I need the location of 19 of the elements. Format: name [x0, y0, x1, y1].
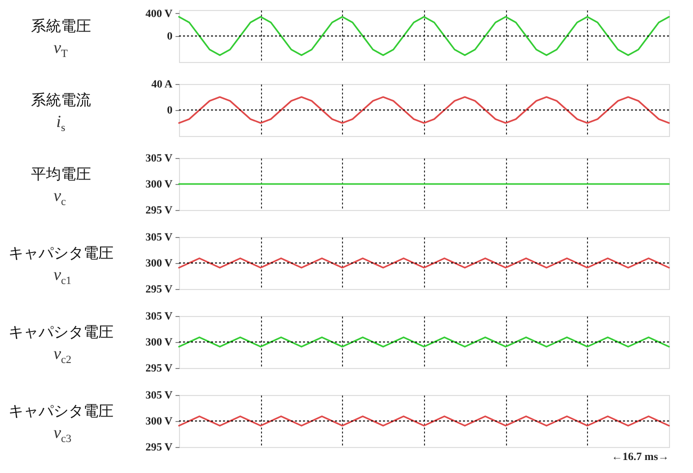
- y-tick-label: 305 V: [146, 310, 173, 322]
- y-tick-label: 305 V: [146, 390, 173, 402]
- line-series: [178, 96, 670, 124]
- text: ←16.7 ms→: [612, 451, 669, 463]
- y-tick-label: 295 V: [146, 362, 173, 374]
- y-tick-label: 40 A: [151, 78, 173, 90]
- y-tick-label: 300 V: [146, 336, 173, 348]
- y-tick-label: 295 V: [146, 284, 173, 296]
- y-tick-label: 295 V: [146, 204, 173, 216]
- y-tick-label: 0: [167, 30, 173, 42]
- y-tick-label: 0: [167, 104, 173, 116]
- y-tick-label: 400 V: [146, 8, 173, 20]
- line-series: [178, 16, 670, 56]
- y-tick-label: 300 V: [146, 178, 173, 190]
- y-tick-label: 305 V: [146, 152, 173, 164]
- y-tick-label: 300 V: [146, 258, 173, 270]
- y-tick-label: 295 V: [146, 442, 173, 454]
- y-tick-label: 305 V: [146, 232, 173, 244]
- y-tick-label: 300 V: [146, 416, 173, 428]
